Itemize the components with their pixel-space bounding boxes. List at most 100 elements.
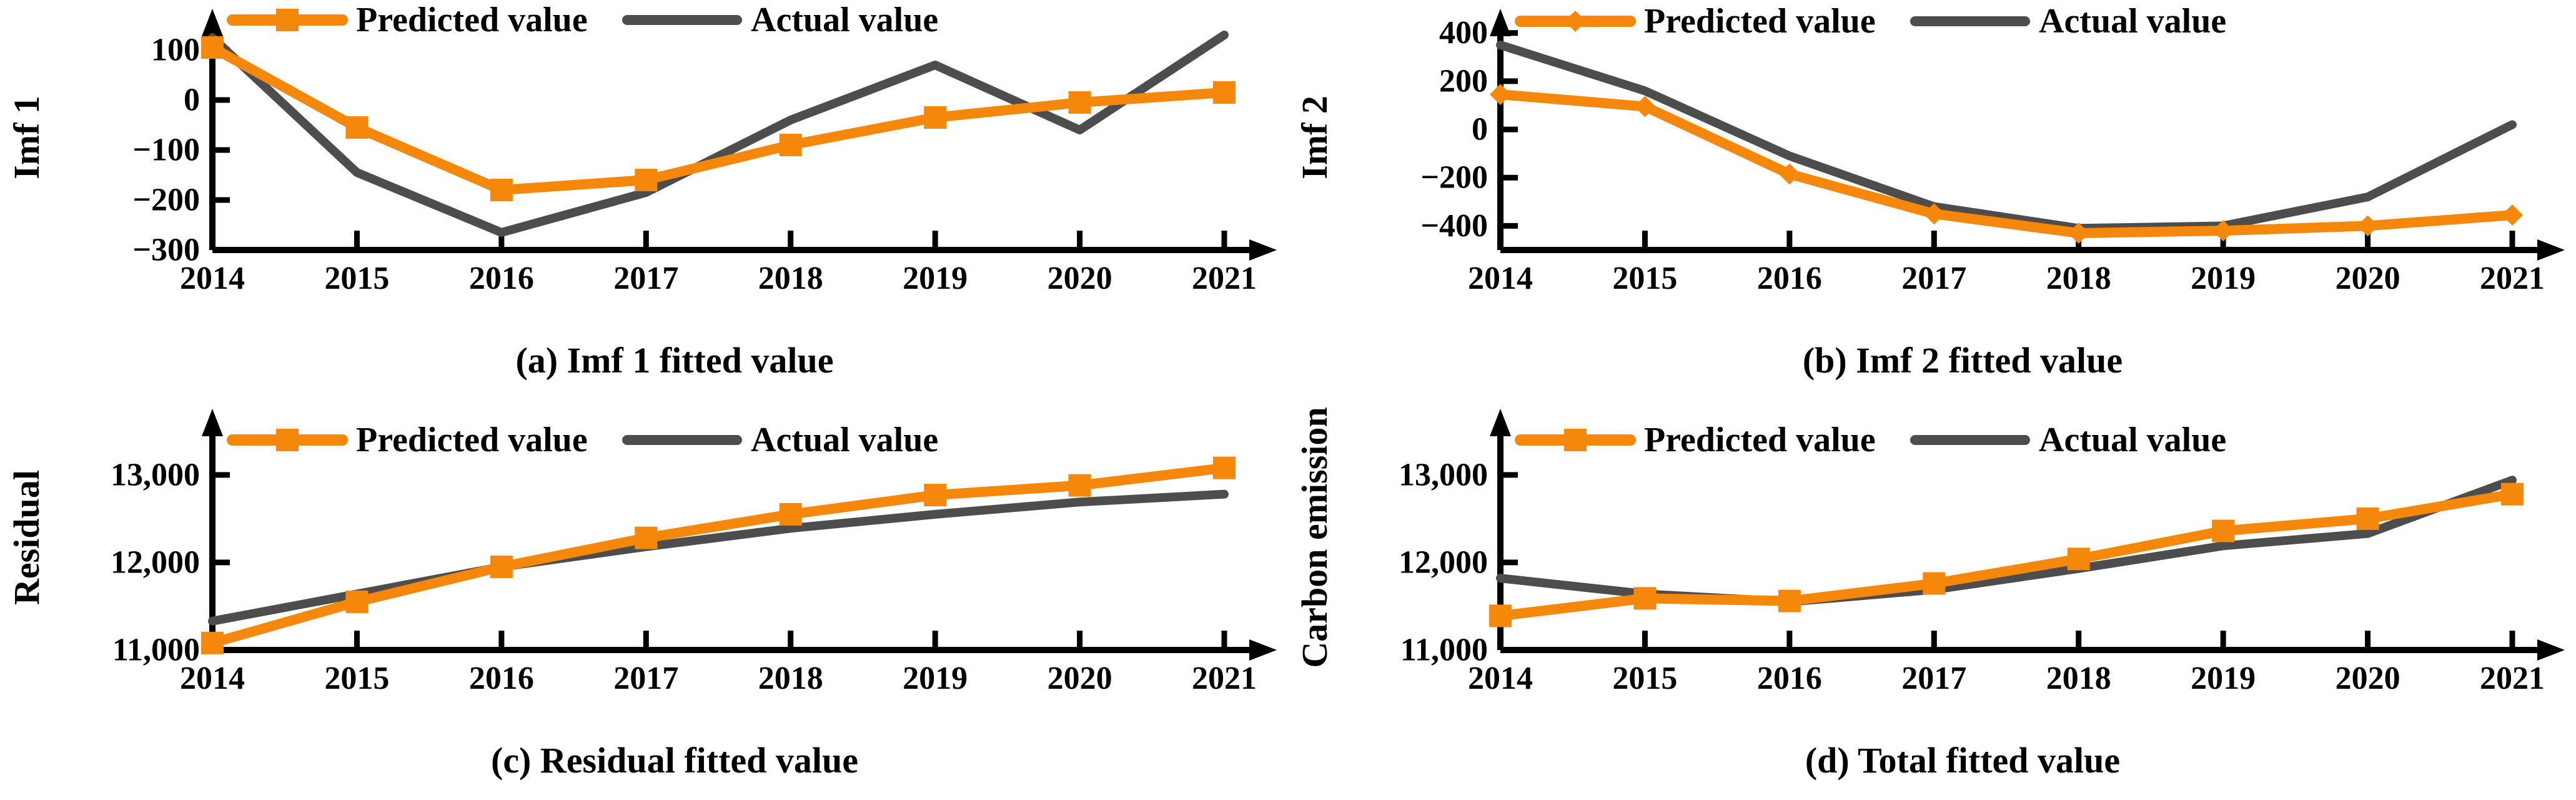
marker-diamond — [1923, 203, 1945, 225]
x-tick-label: 2014 — [1468, 661, 1533, 696]
y-tick-label: 200 — [1439, 63, 1488, 99]
series-line-actual — [208, 31, 1229, 237]
legend-label-actual: Actual value — [2039, 2, 2226, 41]
x-tick-label: 2015 — [324, 261, 389, 296]
y-axis-arrow — [1490, 409, 1511, 436]
marker-square — [1068, 474, 1091, 497]
y-tick-label: −200 — [132, 182, 200, 218]
marker-square — [1068, 91, 1091, 114]
x-tick-label: 2021 — [2480, 661, 2545, 696]
y-tick-label: −200 — [1420, 160, 1488, 196]
panel-caption: (d) Total fitted value — [1805, 740, 2120, 781]
y-axis-title: Imf 1 — [6, 96, 47, 179]
x-axis-arrow — [2537, 239, 2565, 261]
legend-label-predicted: Predicted value — [356, 1, 588, 39]
x-tick-label: 2019 — [2191, 661, 2256, 696]
panel-caption: (c) Residual fitted value — [491, 740, 858, 781]
x-tick-label: 2020 — [1048, 261, 1112, 296]
panel-d: 13,000 12,000 11,000 2014 2015 2016 2017 2018 20… — [1288, 400, 2576, 800]
marker-square — [924, 106, 947, 129]
x-tick-label: 2018 — [758, 261, 823, 296]
series-line-predicted — [207, 462, 1229, 648]
legend-label-actual: Actual value — [2039, 421, 2226, 459]
y-tick-label: 0 — [184, 82, 200, 118]
panel-caption: (b) Imf 2 fitted value — [1803, 340, 2123, 381]
x-tick-label: 2018 — [2046, 261, 2111, 296]
legend-label-predicted: Predicted value — [1644, 2, 1876, 41]
panel-a: 100 0 −100 −200 −300 2014 2015 2016 2017 2018 2019… — [0, 0, 1288, 400]
legend-label-predicted: Predicted value — [356, 421, 588, 459]
x-tick-label: 2017 — [1901, 661, 1966, 696]
marker-square — [1923, 572, 1946, 595]
marker-diamond — [2068, 222, 2089, 244]
y-axis-title: Carbon emission — [1294, 407, 1335, 668]
y-axis-title: Residual — [6, 470, 47, 605]
marker-square — [779, 134, 802, 156]
legend-label-predicted: Predicted value — [1644, 421, 1876, 459]
series-line-predicted — [207, 42, 1229, 195]
x-tick-label: 2020 — [1048, 661, 1112, 696]
marker-diamond — [1565, 11, 1586, 32]
panel-b: 400 200 0 −200 −400 2014 2015 2016 2017 2018 2019 2… — [1288, 0, 2576, 400]
marker-square — [1213, 456, 1236, 479]
chart-imf2: 400 200 0 −200 −400 2014 2015 2016 2017 2018 2019 2… — [1294, 2, 2565, 381]
x-tick-label: 2015 — [1612, 661, 1677, 696]
y-tick-label: 100 — [151, 32, 200, 68]
y-tick-label: 13,000 — [111, 457, 200, 492]
series-line-actual — [208, 489, 1229, 626]
series-line-predicted — [1495, 489, 2517, 621]
y-tick-label: 0 — [1472, 112, 1488, 148]
series-line-actual — [1496, 476, 2517, 606]
x-tick-label: 2019 — [903, 261, 968, 296]
x-tick-label: 2019 — [903, 661, 968, 696]
panel-caption: (a) Imf 1 fitted value — [515, 340, 833, 381]
marker-square — [201, 631, 224, 654]
x-tick-label: 2015 — [324, 661, 389, 696]
x-tick-label: 2017 — [613, 661, 678, 696]
marker-square — [276, 429, 299, 451]
marker-square — [1213, 81, 1236, 104]
marker-square — [635, 169, 658, 191]
y-tick-label: −300 — [132, 232, 200, 268]
marker-diamond — [2502, 204, 2523, 226]
x-tick-label: 2019 — [2191, 261, 2256, 296]
x-tick-label: 2016 — [1757, 661, 1822, 696]
x-tick-label: 2014 — [1468, 261, 1533, 296]
y-axis-arrow — [202, 9, 223, 36]
x-axis-arrow — [2537, 639, 2565, 661]
x-tick-label: 2016 — [1757, 261, 1822, 296]
x-tick-label: 2020 — [2336, 261, 2400, 296]
x-tick-label: 2020 — [2336, 661, 2400, 696]
y-tick-label: 400 — [1439, 15, 1488, 51]
series-line-predicted — [1495, 89, 2517, 238]
legend-label-actual: Actual value — [751, 1, 938, 39]
x-axis-arrow — [1249, 239, 1277, 261]
y-tick-label: 12,000 — [1399, 544, 1488, 580]
marker-square — [1778, 589, 1801, 612]
x-tick-label: 2016 — [469, 661, 534, 696]
marker-square — [2501, 482, 2524, 506]
marker-diamond — [2357, 215, 2379, 237]
y-axis-arrow — [1490, 9, 1511, 36]
marker-square — [1564, 429, 1587, 451]
x-tick-label: 2016 — [469, 261, 534, 296]
y-tick-label: −100 — [132, 132, 200, 168]
marker-diamond — [1490, 84, 1511, 106]
x-tick-label: 2014 — [180, 261, 245, 296]
y-tick-label: 12,000 — [111, 544, 200, 580]
marker-square — [345, 116, 369, 139]
marker-square — [2212, 519, 2235, 542]
marker-square — [924, 484, 947, 507]
x-tick-label: 2015 — [1612, 261, 1677, 296]
x-tick-label: 2021 — [1192, 661, 1257, 696]
marker-square — [490, 179, 513, 201]
x-tick-label: 2021 — [2480, 261, 2545, 296]
x-tick-label: 2018 — [758, 661, 823, 696]
series-line-actual — [1496, 41, 2517, 233]
x-tick-label: 2018 — [2046, 661, 2111, 696]
marker-diamond — [1634, 96, 1656, 118]
y-axis-title: Imf 2 — [1294, 96, 1335, 179]
